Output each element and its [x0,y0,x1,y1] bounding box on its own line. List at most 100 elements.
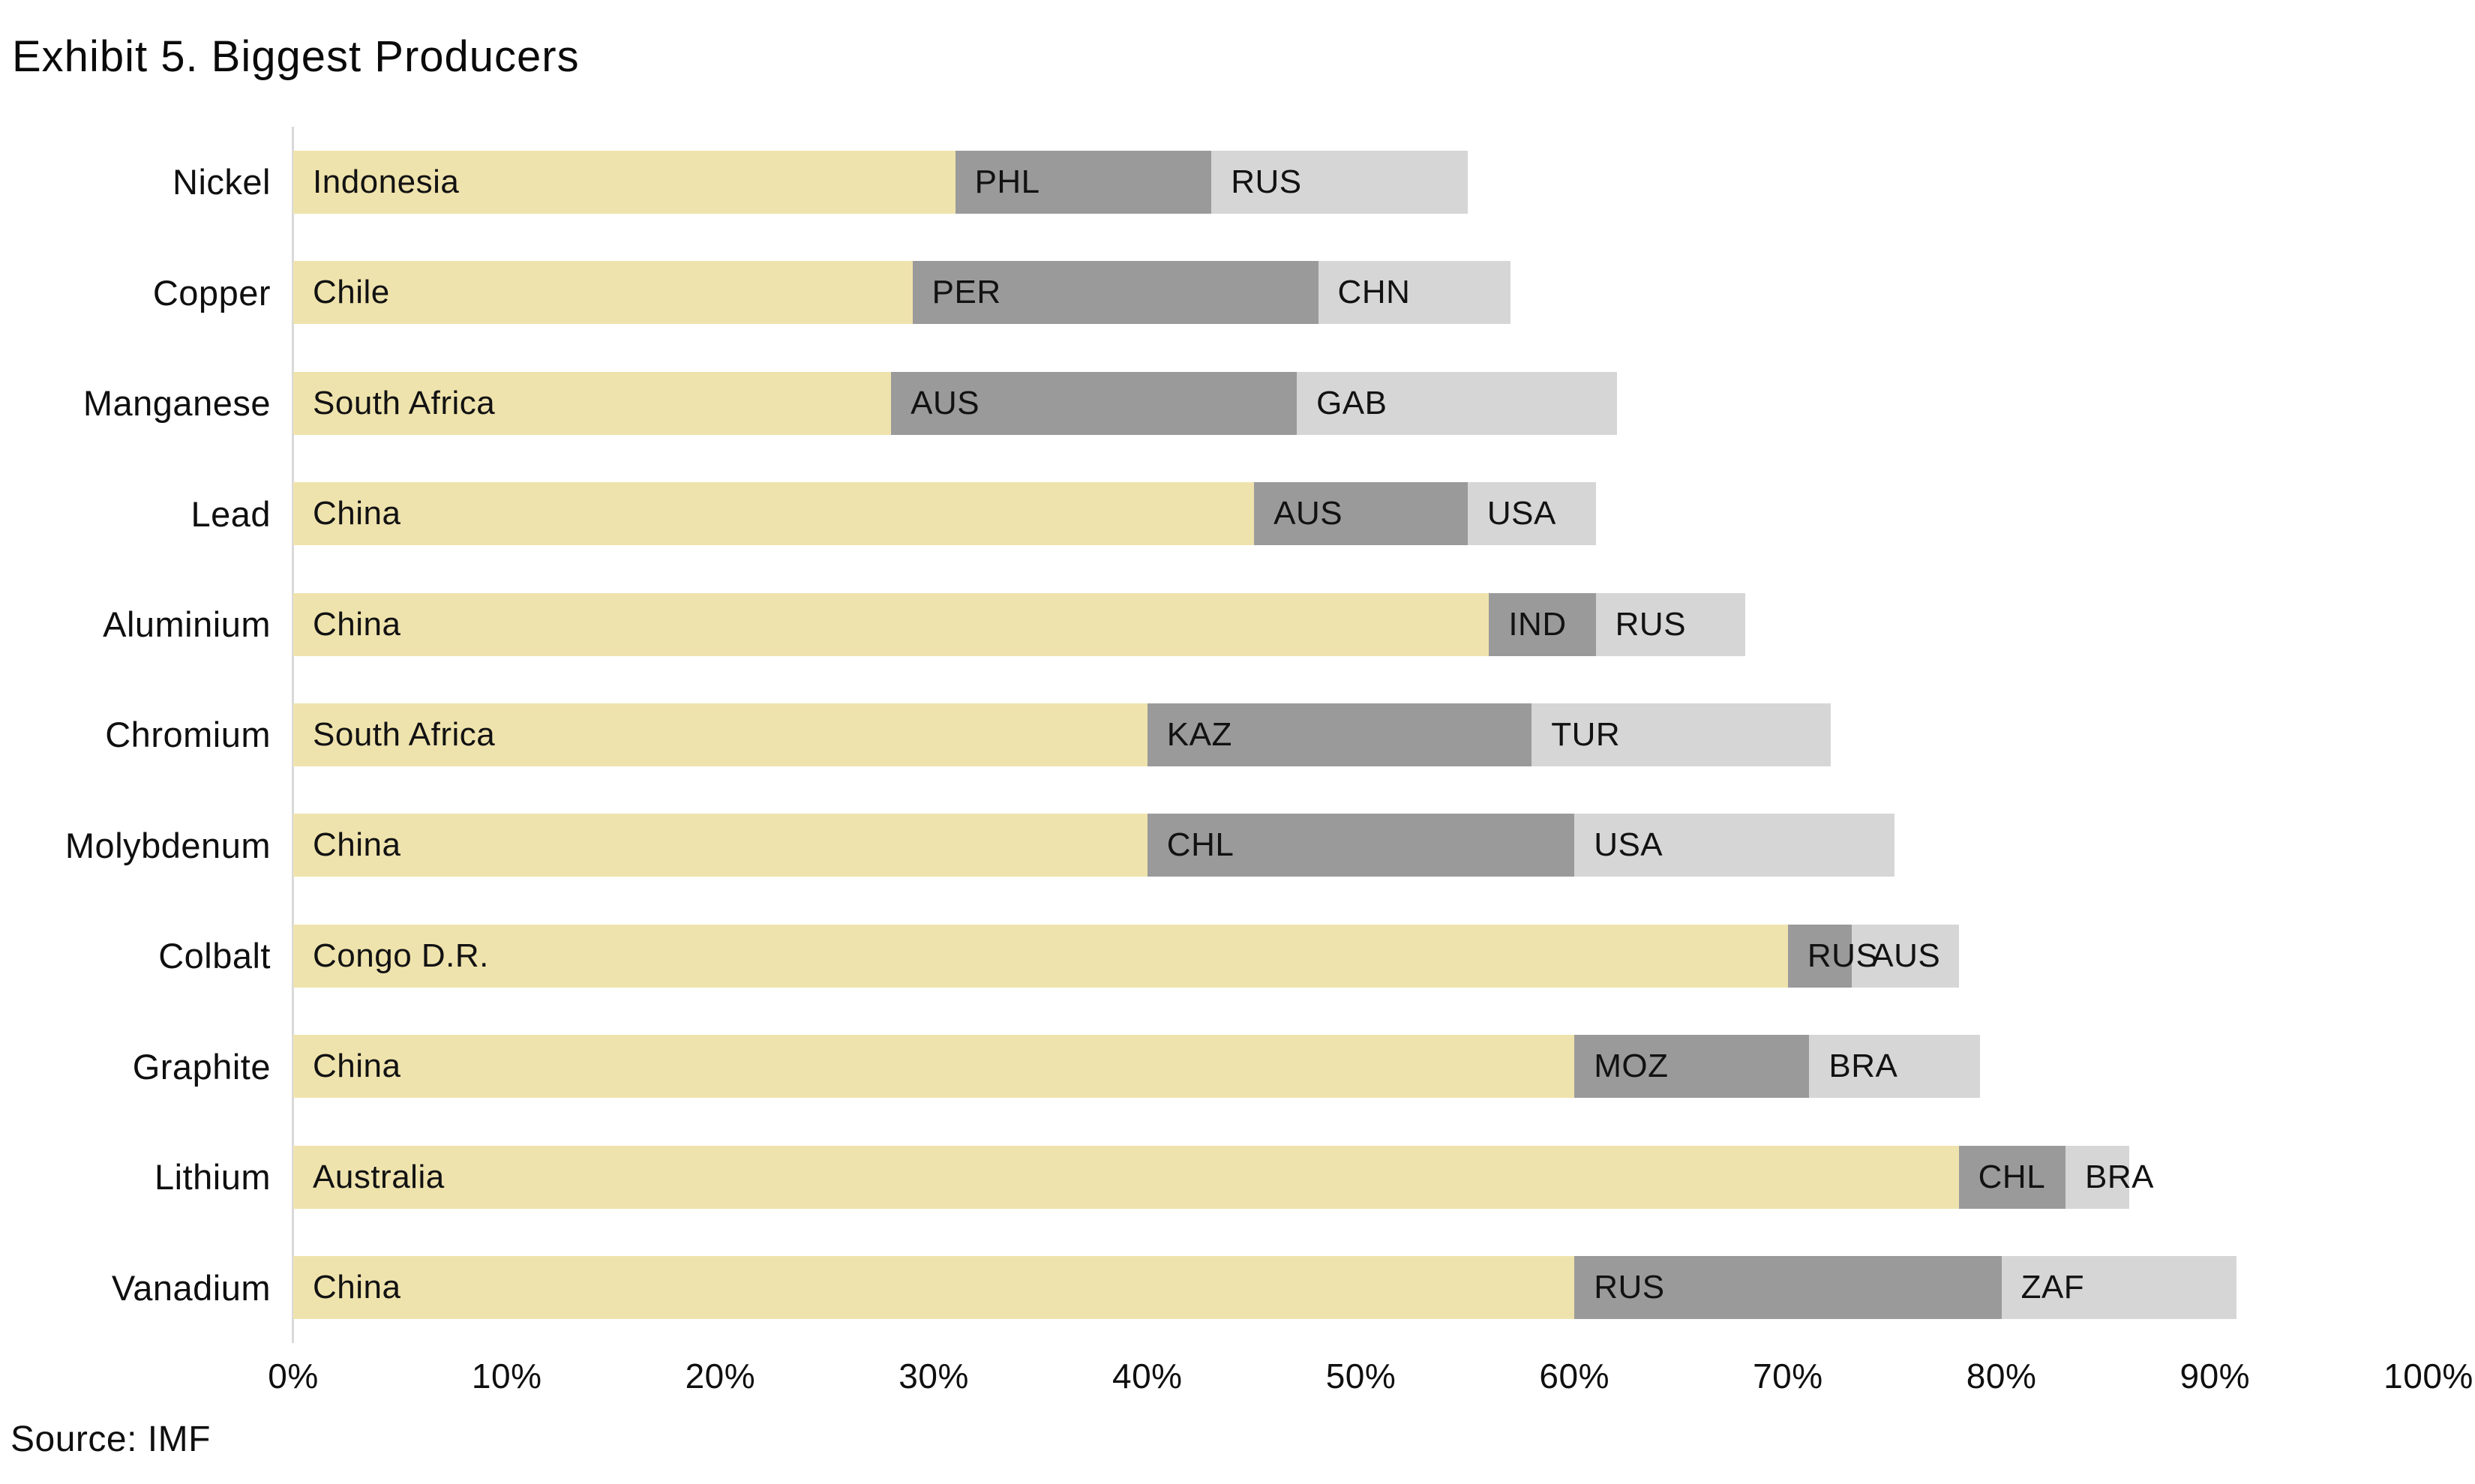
chart-area: Nickel Indonesia PHL RUS Copper Chile PER CHN Ma… [0,127,2428,1343]
segment-label: GAB [1316,384,1388,421]
segment-label: USA [1594,826,1664,864]
segment-label: Chile [313,274,390,311]
segment-label: ZAF [2020,1269,2085,1306]
bar-track: China AUS USA [293,482,2428,546]
x-axis-tick-label: 70% [1753,1357,1823,1396]
segment-label: AUS [1871,937,1941,974]
x-axis: 0% 10% 20% 30% 40% 50% 60% 70% 80% 90% 100% [268,1356,2473,1408]
bar-segment: IND [1489,592,1596,656]
bar-segment: CHL [1958,1145,2066,1209]
bar-track: China MOZ BRA [293,1035,2428,1099]
bar-track: Indonesia PHL RUS [293,150,2428,214]
bar-track: China IND RUS [293,592,2428,656]
bar-segment: PHL [955,150,1212,214]
bar-track: Congo D.R. RUS AUS [293,924,2428,988]
category-label: Vanadium [111,1267,271,1308]
bar-segment: AUS [1852,924,1959,988]
bar-segment: RUS [1787,924,1878,988]
x-axis-tick-label: 90% [2180,1357,2251,1396]
bar-segment: AUS [891,371,1298,435]
chart-row: Colbalt Congo D.R. RUS AUS [0,901,2428,1011]
bar-track: Chile PER CHN [293,261,2428,325]
bar-segment: RUS [1574,1256,2002,1320]
bar-segment: China [293,482,1255,546]
category-label: Molybdenum [64,825,271,865]
segment-label: TUR [1551,715,1621,753]
bar-segment: China [293,814,1148,877]
segment-label: South Africa [313,715,496,753]
segment-label: KAZ [1166,715,1232,753]
bar-segment: South Africa [293,371,892,435]
bar-segment: ZAF [2001,1256,2236,1320]
y-axis-line [292,127,294,1343]
category-label: Graphite [132,1046,271,1087]
category-label: Copper [152,272,271,313]
bar-segment: KAZ [1147,703,1532,766]
bar-track: Australia CHL BRA [293,1145,2428,1209]
chart-row: Aluminium China IND RUS [0,569,2428,679]
bar-segment: USA [1574,814,1895,877]
segment-label: China [313,495,401,532]
bar-segment: Chile [293,261,913,325]
x-axis-tick-label: 10% [471,1357,542,1396]
chart-row: Manganese South Africa AUS GAB [0,348,2428,458]
category-label: Lead [190,493,271,534]
bar-segment: BRA [2066,1145,2153,1209]
category-label: Nickel [172,162,271,202]
category-label: Colbalt [158,936,271,976]
segment-label: China [313,605,401,643]
x-axis-tick-label: 50% [1325,1357,1396,1396]
bar-segment: GAB [1297,371,1618,435]
bar-segment: RUS [1595,592,1745,656]
category-label: Lithium [154,1157,271,1198]
bar-segment: PER [912,261,1318,325]
x-axis-tick-label: 60% [1539,1357,1610,1396]
bar-track: China RUS ZAF [293,1256,2428,1320]
bar-segment: USA [1467,482,1596,546]
bar-segment: China [293,1035,1575,1099]
category-label: Manganese [82,383,271,424]
plot-area: Nickel Indonesia PHL RUS Copper Chile PER CHN Ma… [0,127,2428,1343]
chart-row: Lithium Australia CHL BRA [0,1122,2428,1232]
category-label: Aluminium [103,604,271,645]
segment-label: BRA [1828,1048,1898,1085]
segment-label: RUS [1615,605,1687,643]
segment-label: RUS [1231,163,1302,200]
segment-label: PHL [974,163,1040,200]
bar-segment: CHL [1147,814,1575,877]
segment-label: RUS [1594,1269,1665,1306]
segment-label: CHL [1166,826,1234,864]
bar-segment: South Africa [293,703,1148,766]
bar-track: China CHL USA [293,814,2428,877]
x-axis-tick-label: 100% [2384,1357,2474,1396]
bar-segment: MOZ [1574,1035,1810,1099]
chart-row: Chromium South Africa KAZ TUR [0,679,2428,790]
bar-segment: TUR [1532,703,1831,766]
bar-segment: China [293,1256,1575,1320]
chart-row: Graphite China MOZ BRA [0,1012,2428,1122]
chart-row: Lead China AUS USA [0,458,2428,568]
chart-row: Vanadium China RUS ZAF [0,1233,2428,1343]
segment-label: Indonesia [313,163,460,200]
x-axis-tick-label: 20% [685,1357,756,1396]
bar-track: South Africa AUS GAB [293,371,2428,435]
bar-segment: RUS [1211,150,1468,214]
segment-label: Congo D.R. [313,937,489,974]
bar-segment: Indonesia [293,150,956,214]
category-label: Chromium [105,715,271,755]
bar-segment: Congo D.R. [293,924,1788,988]
bar-track: South Africa KAZ TUR [293,703,2428,766]
bar-segment: AUS [1254,482,1468,546]
bar-segment: China [293,592,1490,656]
chart-row: Nickel Indonesia PHL RUS [0,127,2428,237]
x-axis-tick-label: 40% [1112,1357,1183,1396]
chart-row: Copper Chile PER CHN [0,237,2428,347]
source-note: Source: IMF [10,1420,211,1459]
chart-row: Molybdenum China CHL USA [0,790,2428,901]
segment-label: RUS [1807,937,1879,974]
bar-segment: CHN [1318,261,1510,325]
segment-label: IND [1508,605,1567,643]
x-axis-tick-label: 30% [898,1357,969,1396]
segment-label: AUS [910,384,980,421]
